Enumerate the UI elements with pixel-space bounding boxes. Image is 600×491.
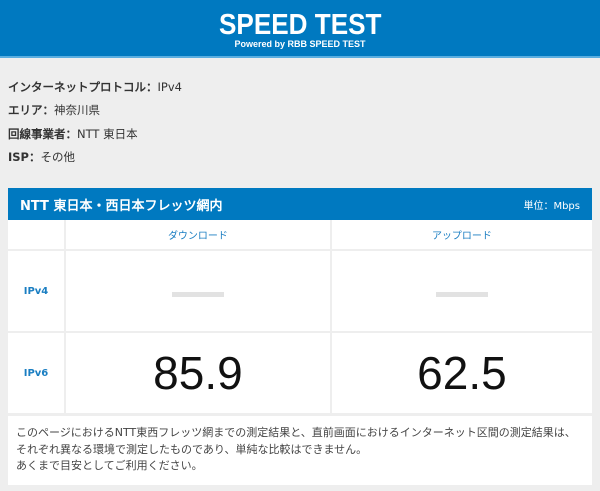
- ipv6-download: 85.9: [66, 333, 332, 415]
- ipv4-download: [66, 251, 332, 333]
- info-protocol: インターネットプロトコル：IPv4: [8, 80, 182, 94]
- row-label: IPv4: [8, 251, 66, 333]
- info-isp: ISP：その他: [8, 149, 75, 164]
- results-title-bar: NTT 東日本・西日本フレッツ網内 単位：Mbps: [8, 188, 592, 220]
- table-header-row: ダウンロード アップロード: [8, 220, 592, 251]
- results-panel: NTT 東日本・西日本フレッツ網内 単位：Mbps ダウンロード アップロード …: [8, 188, 592, 485]
- app-subtitle: Powered by RBB SPEED TEST: [234, 39, 366, 49]
- column-download: ダウンロード: [66, 220, 332, 251]
- row-label: IPv6: [8, 333, 66, 415]
- column-upload: アップロード: [331, 220, 592, 251]
- info-carrier: 回線事業者：NTT 東日本: [8, 126, 138, 141]
- table-row-ipv6: IPv6 85.9 62.5: [8, 333, 592, 415]
- app-header: SPEED TEST Powered by RBB SPEED TEST: [0, 0, 600, 58]
- table-row-ipv4: IPv4: [8, 251, 592, 333]
- ipv4-upload: [331, 251, 592, 333]
- results-table: ダウンロード アップロード IPv4 IPv6 85.9 62.5: [8, 220, 592, 415]
- results-title: NTT 東日本・西日本フレッツ網内: [20, 198, 223, 214]
- no-result-dash: [435, 291, 488, 297]
- app-title: SPEED TEST: [218, 9, 382, 41]
- ipv6-upload: 62.5: [331, 333, 592, 415]
- connection-info: インターネットプロトコル：IPv4 エリア：神奈川県 回線事業者：NTT 東日本…: [8, 78, 182, 171]
- no-result-dash: [171, 291, 224, 297]
- disclaimer-note: このページにおけるNTT東西フレッツ網までの測定結果と、直前画面におけるインター…: [8, 416, 592, 485]
- unit-label: 単位：Mbps: [523, 200, 580, 212]
- info-area: エリア：神奈川県: [8, 103, 100, 118]
